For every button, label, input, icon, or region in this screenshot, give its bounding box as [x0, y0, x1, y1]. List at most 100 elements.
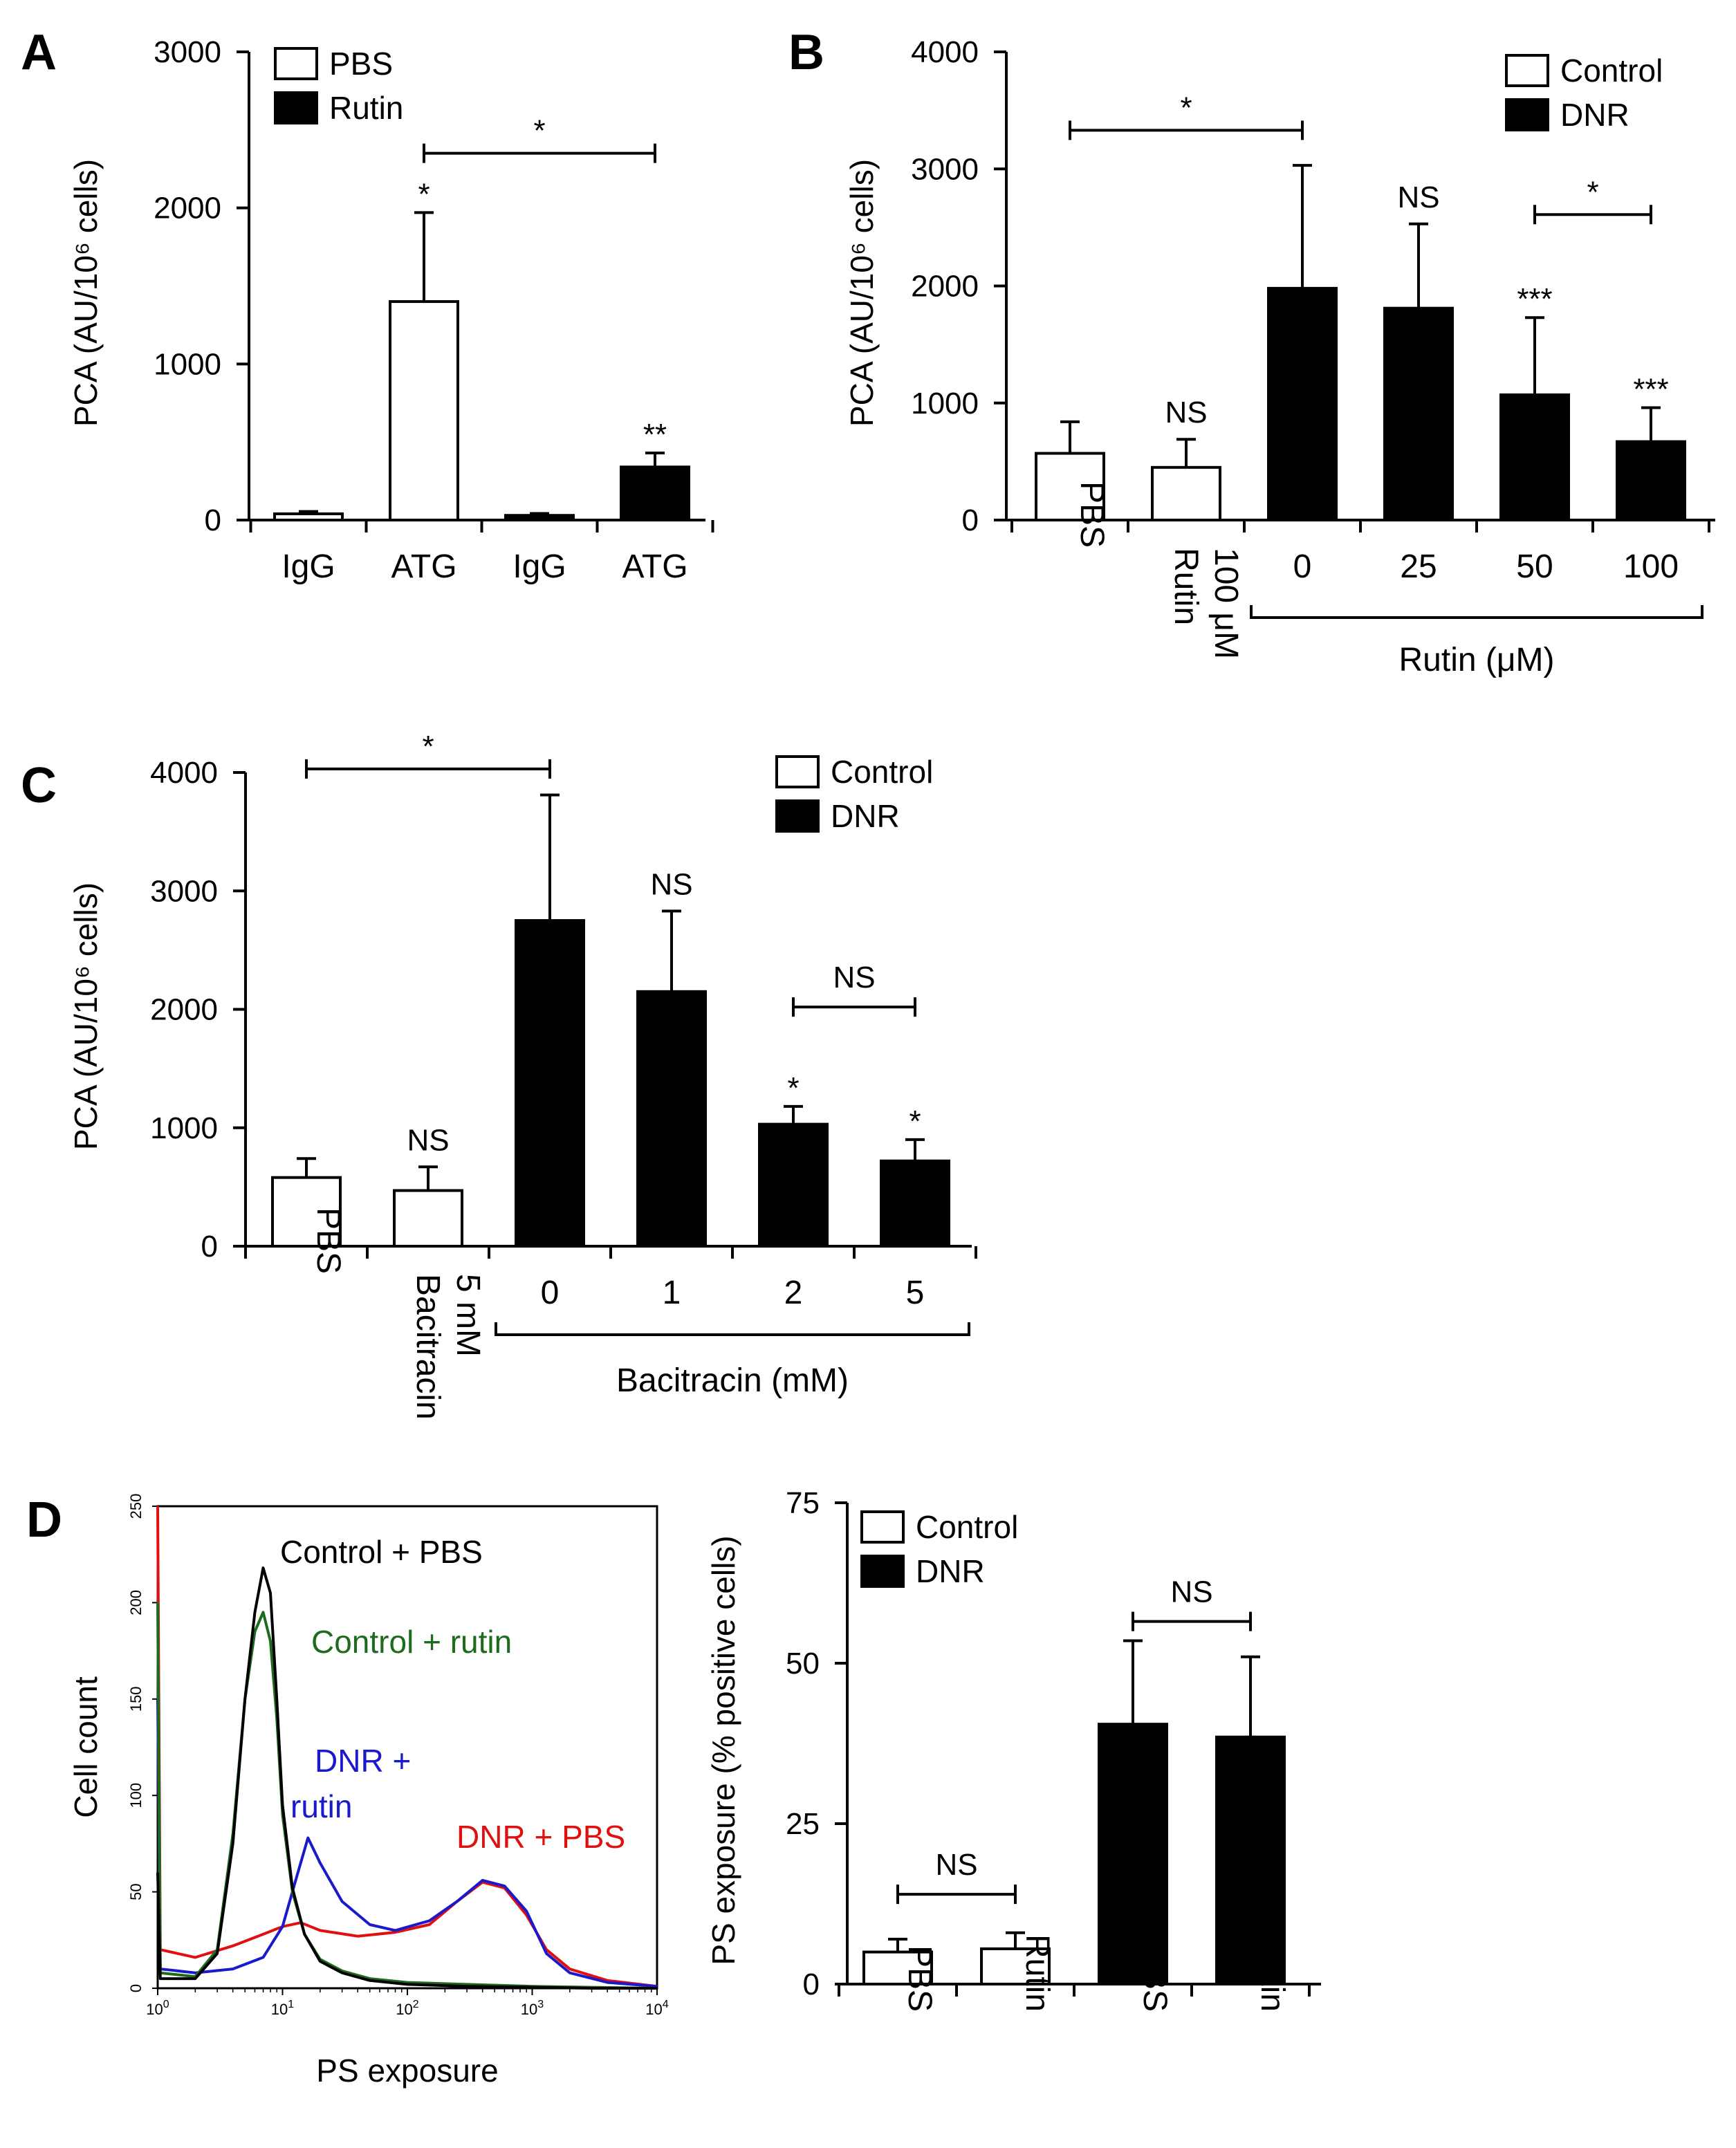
significance-label: * [787, 1071, 799, 1105]
category-label: PBS [1136, 1945, 1173, 2012]
category-label: Rutin [1254, 1934, 1291, 2012]
y-tick-label: 1000 [150, 1111, 218, 1145]
legend-label: DNR [1560, 97, 1629, 133]
panel-d-bar-chart: 0 25 50 75 PS exposure (% positive cells) PBS… [705, 1486, 1321, 2012]
category-label: IgG [281, 548, 335, 585]
bar [515, 919, 585, 1248]
y-tick-label: 25 [786, 1807, 820, 1841]
y-axis-label: Cell count [68, 1676, 104, 1818]
legend-label: Control [831, 754, 933, 790]
y-tick-label: 75 [786, 1486, 820, 1520]
category-label: ATG [622, 548, 687, 585]
histogram-series [156, 1506, 658, 1988]
significance-bracket [1533, 205, 1652, 225]
legend-label: DNR [831, 798, 900, 834]
y-tick-label: 200 [127, 1590, 145, 1615]
y-tick-label: 2000 [150, 993, 218, 1027]
panel-letter: A [21, 25, 57, 80]
bar [1151, 465, 1221, 522]
x-tick-label: 103 [521, 1999, 544, 2018]
y-tick-label: 4000 [150, 756, 218, 790]
y-tick-label: 0 [803, 1968, 820, 2001]
significance-label: * [909, 1104, 921, 1138]
y-tick-label: 3000 [911, 152, 979, 186]
bar [980, 1947, 1051, 1985]
series-label: Control + PBS [280, 1534, 483, 1570]
category-label: 0 [541, 1275, 560, 1311]
significance-label: *** [1517, 282, 1552, 316]
y-axis-label: PS exposure (% positive cells) [705, 1535, 741, 1965]
significance-bracket-label: * [533, 114, 545, 148]
bar [880, 1159, 950, 1248]
significance-bracket [792, 997, 916, 1017]
bar [620, 465, 690, 521]
group-label: Bacitracin (mM) [616, 1362, 849, 1399]
y-tick-label: 4000 [911, 35, 979, 69]
legend-swatch [775, 799, 820, 833]
bar [1616, 440, 1686, 521]
category-label: 5 [906, 1275, 925, 1311]
category-label: Rutin [1019, 1934, 1055, 2012]
significance-label: *** [1633, 373, 1668, 407]
y-tick-label: 50 [786, 1647, 820, 1681]
y-tick-label: 2000 [154, 192, 221, 225]
y-axis-label: PCA (AU/10⁶ cells) [844, 159, 880, 427]
significance-bracket-label: * [1180, 91, 1192, 124]
legend-label: DNR [916, 1553, 985, 1589]
bar [504, 514, 575, 521]
x-tick-label: 101 [271, 1999, 294, 2018]
significance-bracket-label: NS [935, 1848, 977, 1882]
group-label: Rutin (μM) [1399, 642, 1555, 678]
series-label: DNR + [315, 1743, 411, 1779]
panel-letter: C [21, 758, 57, 813]
significance-bracket [896, 1885, 1017, 1905]
y-tick-label: 3000 [150, 874, 218, 908]
x-tick-label: 102 [396, 1999, 418, 2018]
y-tick-label: 100 [127, 1783, 145, 1808]
significance-bracket [1132, 1611, 1252, 1631]
y-tick-label: 1000 [154, 347, 221, 381]
legend-swatch [1505, 98, 1549, 131]
significance-bracket [423, 143, 656, 163]
category-label: Rutin 100 μM [1167, 548, 1244, 659]
group-bracket [1250, 605, 1703, 619]
bar [1215, 1735, 1286, 1985]
category-label: Bacitracin 5 mM [409, 1274, 486, 1420]
bar [1035, 452, 1105, 522]
y-tick-label: 0 [962, 503, 979, 537]
legend-label: PBS [329, 46, 393, 82]
category-label: 100 [1623, 548, 1679, 585]
category-label: PBS [901, 1945, 938, 2012]
category-label: PBS [1073, 481, 1110, 548]
panel-d-histogram: D 0 50 100 150 200 250 100 101 102 103 104 Control +… [26, 1492, 669, 2089]
significance-label: NS [1397, 180, 1439, 214]
significance-bracket [305, 759, 551, 779]
bar [636, 990, 707, 1248]
significance-label: NS [650, 867, 692, 901]
histogram-series [156, 1566, 657, 1990]
legend-swatch [274, 91, 318, 124]
category-label: 50 [1516, 548, 1553, 585]
y-axis-label: PCA (AU/10⁶ cells) [68, 159, 104, 427]
series-label: Control + rutin [311, 1624, 512, 1660]
bar [273, 512, 344, 521]
x-tick-label: 100 [146, 1999, 169, 2018]
panel-c: C 0 1000 2000 3000 4000 PCA (AU/10⁶ cells) NS NS… [21, 730, 977, 1420]
bar [1383, 306, 1454, 521]
category-label: 2 [784, 1275, 803, 1311]
bar [1267, 286, 1338, 521]
bar [1499, 393, 1570, 522]
y-tick-label: 1000 [911, 387, 979, 420]
y-tick-label: 3000 [154, 35, 221, 69]
significance-label: * [418, 177, 430, 211]
group-bracket [495, 1322, 970, 1336]
category-label: 1 [663, 1275, 681, 1311]
legend-swatch [775, 755, 820, 788]
y-tick-label: 0 [205, 503, 221, 537]
y-tick-label: 0 [201, 1230, 218, 1263]
y-axis-label: PCA (AU/10⁶ cells) [68, 882, 104, 1150]
category-label: 0 [1293, 548, 1312, 585]
x-axis-label: PS exposure [316, 2053, 498, 2089]
